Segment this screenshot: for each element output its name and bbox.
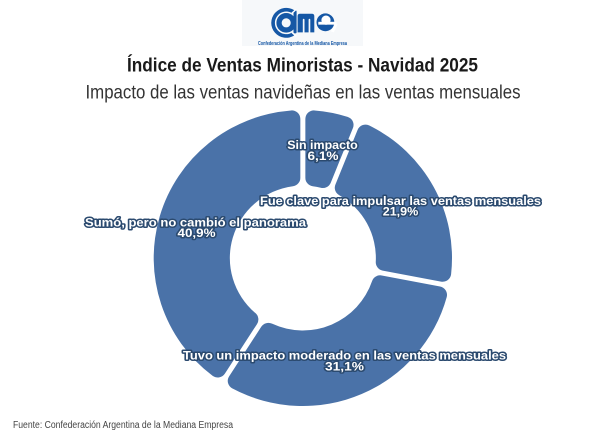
svg-text:31,1%: 31,1% bbox=[325, 361, 364, 373]
svg-text:6,1%: 6,1% bbox=[308, 151, 339, 163]
svg-text:21,9%: 21,9% bbox=[383, 206, 419, 218]
svg-text:Impacto de las ventas navideña: Impacto de las ventas navideñas en las v… bbox=[86, 83, 521, 104]
svg-text:Sin impacto: Sin impacto bbox=[287, 138, 358, 152]
svg-text:Índice de Ventas Minoristas -: Índice de Ventas Minoristas - Navidad 20… bbox=[127, 55, 478, 77]
svg-text:40,9%: 40,9% bbox=[178, 228, 216, 240]
svg-text:Tuvo un impacto moderado en la: Tuvo un impacto moderado en las ventas m… bbox=[183, 349, 506, 363]
svg-text:Fuente: Confederación Argentin: Fuente: Confederación Argentina de la Me… bbox=[13, 420, 233, 431]
svg-text:Confederación Argentina de la: Confederación Argentina de la Mediana Em… bbox=[258, 41, 347, 47]
svg-text:Fue clave para impulsar las ve: Fue clave para impulsar las ventas mensu… bbox=[260, 194, 541, 208]
svg-text:Sumó, pero no cambió el panora: Sumó, pero no cambió el panorama bbox=[85, 216, 306, 230]
